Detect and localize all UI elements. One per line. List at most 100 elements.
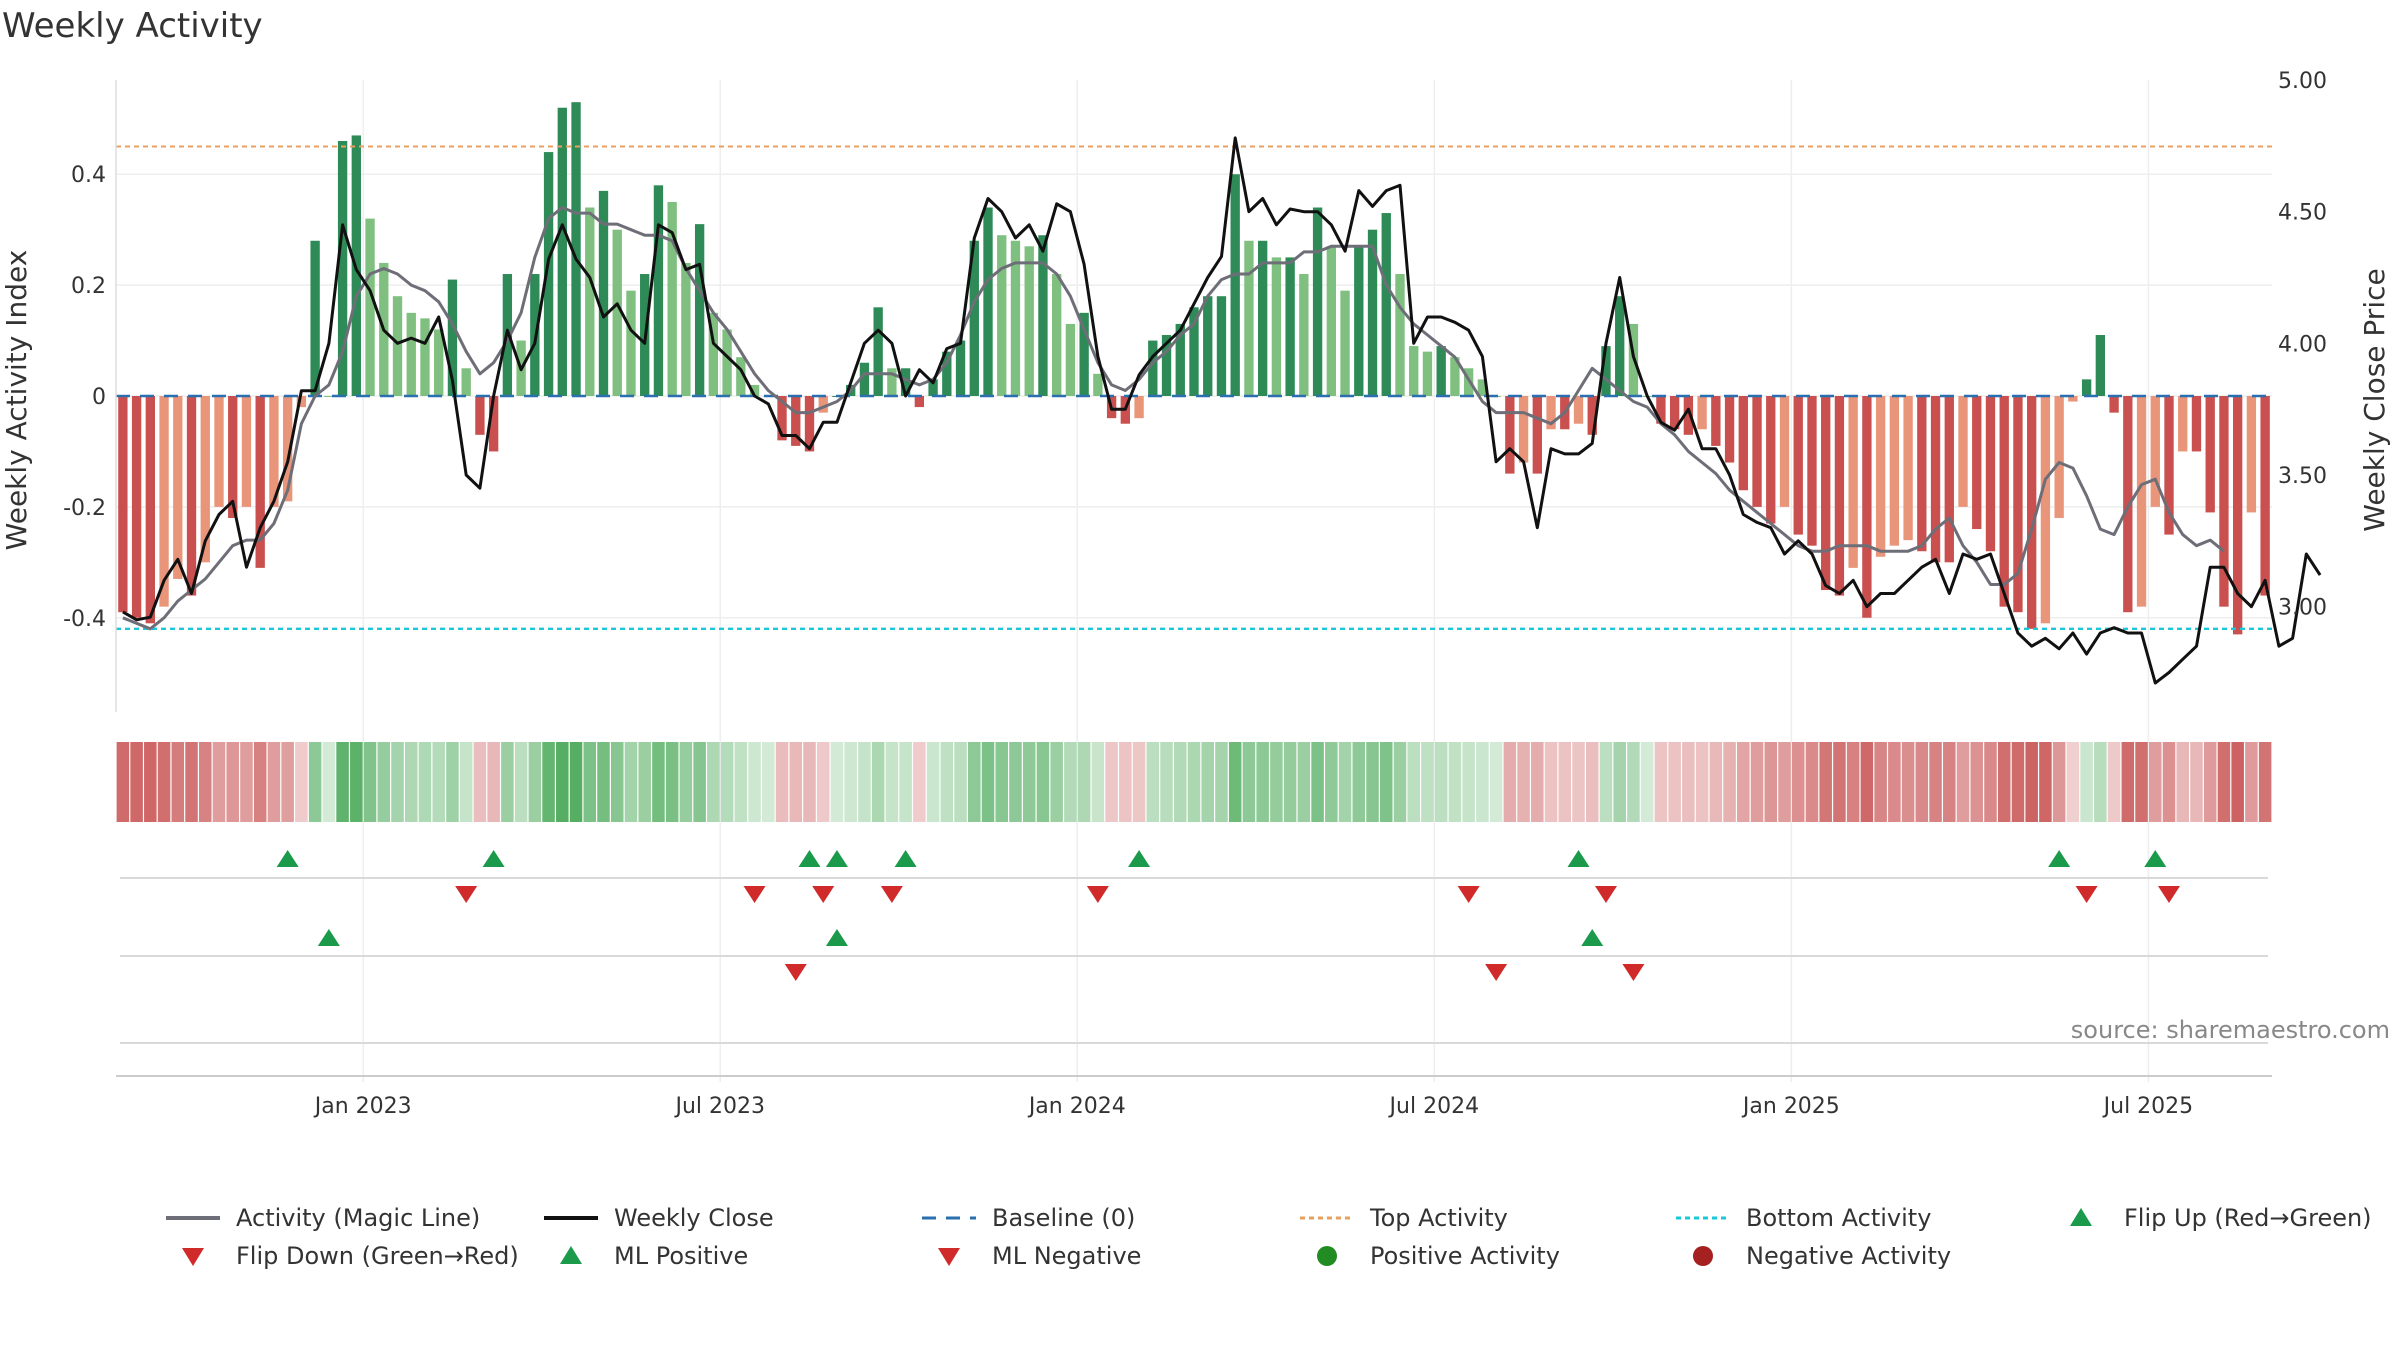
flip-down-marker bbox=[1086, 886, 1109, 903]
heat-strip-cell bbox=[1750, 742, 1764, 822]
activity-bar bbox=[1422, 351, 1433, 396]
heat-strip-cell bbox=[212, 742, 226, 822]
heat-strip-cell bbox=[1187, 742, 1201, 822]
legend-item-flip-down: Flip Down (Green→Red) bbox=[160, 1238, 519, 1274]
flip-down-marker bbox=[2158, 886, 2181, 903]
heat-strip-cell bbox=[198, 742, 212, 822]
heat-strip-cell bbox=[2217, 742, 2231, 822]
legend-label: Weekly Close bbox=[614, 1204, 774, 1232]
x-tick-label: Jul 2024 bbox=[1388, 1094, 1480, 1119]
activity-bar bbox=[722, 329, 732, 396]
activity-bar bbox=[1340, 290, 1350, 396]
activity-bar bbox=[1477, 379, 1488, 396]
activity-bar bbox=[461, 368, 471, 396]
activity-bar bbox=[997, 235, 1007, 396]
activity-bar bbox=[1889, 396, 1900, 546]
activity-bar bbox=[598, 190, 609, 396]
activity-bar bbox=[241, 396, 252, 507]
activity-bar bbox=[777, 396, 787, 441]
activity-bar bbox=[2246, 396, 2257, 513]
heat-strip-cell bbox=[322, 742, 336, 822]
activity-bar bbox=[626, 290, 636, 396]
heat-strip-cell bbox=[871, 742, 885, 822]
heat-strip-cell bbox=[253, 742, 267, 822]
left-tick-label: -0.2 bbox=[63, 496, 106, 521]
flip-up-marker bbox=[2048, 850, 2071, 867]
heat-strip-cell bbox=[652, 742, 665, 822]
heat-strip-cell bbox=[1119, 742, 1132, 822]
circle-icon bbox=[1317, 1246, 1337, 1266]
flip-up-marker bbox=[276, 850, 299, 867]
heat-strip-cell bbox=[295, 742, 308, 822]
activity-bar bbox=[1669, 396, 1680, 430]
activity-bar bbox=[406, 312, 416, 396]
activity-bar bbox=[2081, 379, 2092, 396]
legend-label: Flip Up (Red→Green) bbox=[2124, 1204, 2372, 1232]
activity-bar bbox=[1395, 274, 1405, 396]
x-tick-label: Jul 2023 bbox=[673, 1094, 765, 1119]
heat-strip-cell bbox=[1709, 742, 1723, 822]
heat-strip-cell bbox=[1833, 742, 1846, 822]
activity-bar bbox=[585, 207, 595, 396]
heat-strip-cell bbox=[1874, 742, 1887, 822]
heat-strip-cell bbox=[720, 742, 734, 822]
activity-bar bbox=[1148, 340, 1158, 396]
heat-strip-cell bbox=[1613, 742, 1626, 822]
activity-bar bbox=[1697, 396, 1707, 430]
ml-positive-marker bbox=[317, 929, 340, 946]
heat-strip-cell bbox=[528, 742, 542, 822]
activity-bar bbox=[488, 396, 499, 452]
heat-strip-cell bbox=[1805, 742, 1819, 822]
activity-bar bbox=[2191, 396, 2202, 452]
dotted-line-icon bbox=[1300, 1216, 1354, 1220]
heat-strip-cell bbox=[2176, 742, 2190, 822]
activity-bar bbox=[159, 396, 169, 607]
activity-bar bbox=[1807, 396, 1817, 546]
heat-strip-cell bbox=[418, 742, 432, 822]
heat-strip-cell bbox=[1036, 742, 1050, 822]
heat-strip-cell bbox=[2135, 742, 2148, 822]
activity-bar bbox=[392, 296, 403, 396]
legend-label: Negative Activity bbox=[1746, 1242, 1952, 1270]
legend-item-magic-line: Activity (Magic Line) bbox=[160, 1200, 480, 1236]
activity-bar bbox=[282, 396, 293, 502]
heat-strip-cell bbox=[2080, 742, 2093, 822]
activity-bar bbox=[1257, 240, 1268, 396]
right-tick-label: 4.50 bbox=[2278, 201, 2327, 226]
activity-bar bbox=[2260, 396, 2270, 596]
solid-line-icon bbox=[166, 1216, 220, 1220]
heat-strip-cell bbox=[2203, 742, 2217, 822]
activity-bar bbox=[1656, 396, 1666, 424]
heat-strip-cell bbox=[1242, 742, 1256, 822]
heat-strip-cell bbox=[1091, 742, 1105, 822]
heat-strip-cell bbox=[157, 742, 171, 822]
heat-strip-cell bbox=[1791, 742, 1805, 822]
heat-strip-cell bbox=[501, 742, 514, 822]
legend-label: ML Positive bbox=[614, 1242, 749, 1270]
heat-strip-cell bbox=[1489, 742, 1503, 822]
heat-strip-cell bbox=[913, 742, 926, 822]
activity-bar bbox=[1875, 396, 1886, 557]
heat-strip-cell bbox=[1283, 742, 1297, 822]
heat-strip-cell bbox=[1737, 742, 1750, 822]
heat-strip-cell bbox=[1393, 742, 1407, 822]
heat-strip-cell bbox=[954, 742, 967, 822]
flip-down-marker bbox=[2075, 886, 2098, 903]
heat-strip-cell bbox=[2245, 742, 2258, 822]
heat-strip-cell bbox=[1146, 742, 1160, 822]
heat-strip-cell bbox=[968, 742, 981, 822]
activity-bar bbox=[612, 229, 622, 396]
heat-strip-cell bbox=[844, 742, 857, 822]
heat-strip-cell bbox=[926, 742, 940, 822]
activity-bar bbox=[1724, 396, 1735, 463]
heat-strip-cell bbox=[446, 742, 459, 822]
x-tick-label: Jan 2024 bbox=[1027, 1094, 1126, 1119]
activity-bar bbox=[1917, 396, 1927, 552]
activity-bar bbox=[1821, 396, 1831, 591]
activity-bar bbox=[818, 396, 828, 413]
right-tick-label: 5.00 bbox=[2278, 69, 2327, 94]
triangle-up-icon bbox=[2070, 1208, 2092, 1226]
heat-strip-cell bbox=[1888, 742, 1901, 822]
heat-strip-cell bbox=[1915, 742, 1929, 822]
heat-strip-cell bbox=[556, 742, 569, 822]
